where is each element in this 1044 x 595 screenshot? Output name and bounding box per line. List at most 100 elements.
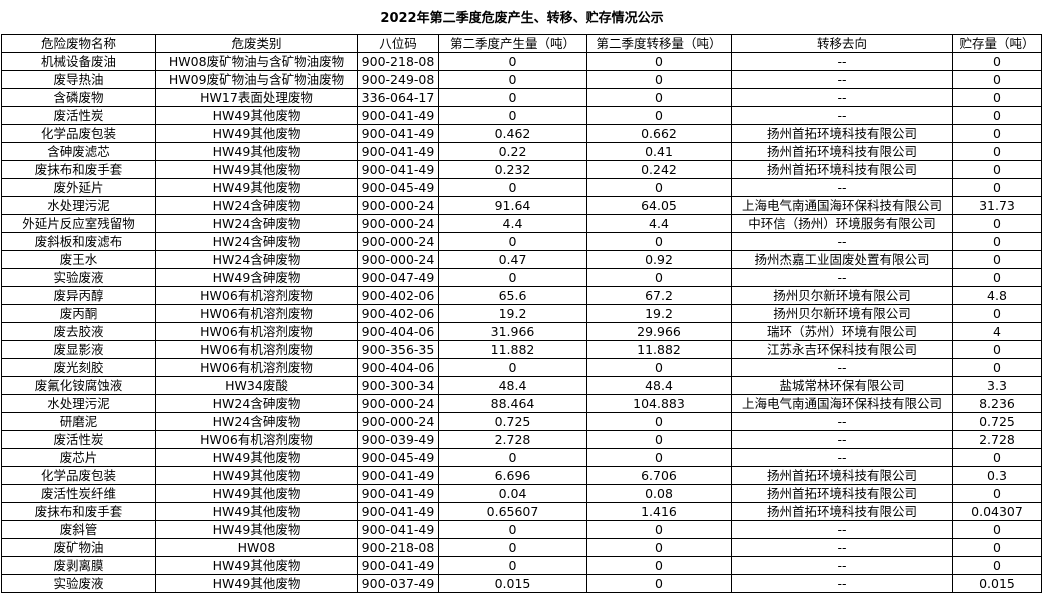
cell-q2-transferred: 4.4	[586, 214, 732, 233]
cell-q2-generated: 0	[438, 88, 587, 107]
cell-transfer-destination: 扬州贝尔新环境有限公司	[731, 304, 953, 323]
table-row: 废抹布和废手套 HW49其他废物 900-041-49 0.232 0.242 扬州首拓环…	[1, 160, 1042, 179]
cell-waste-category: HW49其他废物	[155, 520, 358, 539]
cell-q2-generated: 0	[438, 268, 587, 287]
cell-transfer-destination: --	[731, 412, 953, 431]
cell-q2-generated: 0	[438, 448, 587, 467]
cell-eight-digit-code: 900-041-49	[357, 124, 439, 143]
cell-eight-digit-code: 900-249-08	[357, 70, 439, 89]
cell-transfer-destination: 上海电气南通国海环保科技有限公司	[731, 196, 953, 215]
cell-transfer-destination: --	[731, 106, 953, 125]
cell-waste-category: HW24含砷废物	[155, 250, 358, 269]
cell-q2-transferred: 6.706	[586, 466, 732, 485]
table-row: 废斜管 HW49其他废物 900-041-49 0 0 -- 0	[1, 520, 1042, 539]
cell-q2-generated: 0.47	[438, 250, 587, 269]
cell-eight-digit-code: 900-000-24	[357, 250, 439, 269]
cell-transfer-destination: --	[731, 448, 953, 467]
cell-q2-generated: 0.725	[438, 412, 587, 431]
cell-waste-category: HW49其他废物	[155, 466, 358, 485]
cell-waste-category: HW34废酸	[155, 376, 358, 395]
table-row: 废丙酮 HW06有机溶剂废物 900-402-06 19.2 19.2 扬州贝尔新环境有限…	[1, 304, 1042, 323]
table-row: 废外延片 HW49其他废物 900-045-49 0 0 -- 0	[1, 178, 1042, 197]
cell-q2-generated: 0	[438, 106, 587, 125]
cell-q2-transferred: 0	[586, 556, 732, 575]
cell-transfer-destination: --	[731, 178, 953, 197]
cell-waste-category: HW24含砷废物	[155, 196, 358, 215]
cell-waste-name: 废丙酮	[1, 304, 156, 323]
cell-waste-name: 水处理污泥	[1, 394, 156, 413]
cell-eight-digit-code: 900-041-49	[357, 466, 439, 485]
column-header-q2-generated: 第二季度产生量（吨）	[438, 34, 587, 53]
cell-q2-generated: 0	[438, 70, 587, 89]
cell-transfer-destination: 扬州首拓环境科技有限公司	[731, 160, 953, 179]
cell-storage-amount: 2.728	[952, 430, 1042, 449]
cell-storage-amount: 0	[952, 52, 1042, 71]
cell-waste-category: HW49其他废物	[155, 574, 358, 593]
column-header-waste-name: 危险废物名称	[1, 34, 156, 53]
column-header-storage-amount: 贮存量（吨）	[952, 34, 1042, 53]
cell-eight-digit-code: 900-041-49	[357, 484, 439, 503]
cell-transfer-destination: --	[731, 574, 953, 593]
table-row: 水处理污泥 HW24含砷废物 900-000-24 91.64 64.05 上海电气南通国…	[1, 196, 1042, 215]
cell-eight-digit-code: 900-000-24	[357, 232, 439, 251]
cell-transfer-destination: 瑞环（苏州）环境有限公司	[731, 322, 953, 341]
cell-waste-name: 废芯片	[1, 448, 156, 467]
cell-q2-transferred: 0	[586, 538, 732, 557]
cell-waste-category: HW06有机溶剂废物	[155, 430, 358, 449]
table-row: 废剥离膜 HW49其他废物 900-041-49 0 0 -- 0	[1, 556, 1042, 575]
cell-eight-digit-code: 900-041-49	[357, 160, 439, 179]
cell-storage-amount: 0	[952, 250, 1042, 269]
cell-eight-digit-code: 900-041-49	[357, 520, 439, 539]
cell-transfer-destination: 中环信（扬州）环境服务有限公司	[731, 214, 953, 233]
table-row: 废导热油 HW09废矿物油与含矿物油废物 900-249-08 0 0 -- 0	[1, 70, 1042, 89]
cell-q2-generated: 0	[438, 520, 587, 539]
cell-waste-category: HW06有机溶剂废物	[155, 340, 358, 359]
cell-q2-transferred: 19.2	[586, 304, 732, 323]
table-row: 废活性炭 HW49其他废物 900-041-49 0 0 -- 0	[1, 106, 1042, 125]
cell-q2-transferred: 0	[586, 430, 732, 449]
cell-waste-category: HW49含砷废物	[155, 268, 358, 287]
cell-eight-digit-code: 900-041-49	[357, 106, 439, 125]
cell-waste-category: HW24含砷废物	[155, 412, 358, 431]
cell-waste-category: HW08废矿物油与含矿物油废物	[155, 52, 358, 71]
cell-storage-amount: 0	[952, 484, 1042, 503]
cell-eight-digit-code: 900-218-08	[357, 538, 439, 557]
cell-storage-amount: 0	[952, 142, 1042, 161]
cell-waste-category: HW17表面处理废物	[155, 88, 358, 107]
cell-storage-amount: 0	[952, 70, 1042, 89]
cell-q2-generated: 65.6	[438, 286, 587, 305]
cell-waste-name: 化学品废包装	[1, 466, 156, 485]
cell-q2-transferred: 0	[586, 358, 732, 377]
cell-eight-digit-code: 900-300-34	[357, 376, 439, 395]
table-row: 废异丙醇 HW06有机溶剂废物 900-402-06 65.6 67.2 扬州贝尔新环境有…	[1, 286, 1042, 305]
column-header-transfer-destination: 转移去向	[731, 34, 953, 53]
table-row: 外延片反应室残留物 HW24含砷废物 900-000-24 4.4 4.4 中环信（扬州）…	[1, 214, 1042, 233]
table-row: 水处理污泥 HW24含砷废物 900-000-24 88.464 104.883 上海电气…	[1, 394, 1042, 413]
cell-waste-category: HW49其他废物	[155, 124, 358, 143]
cell-eight-digit-code: 336-064-17	[357, 88, 439, 107]
cell-waste-category: HW06有机溶剂废物	[155, 286, 358, 305]
table-row: 废矿物油 HW08 900-218-08 0 0 -- 0	[1, 538, 1042, 557]
cell-waste-name: 废去胶液	[1, 322, 156, 341]
cell-storage-amount: 0	[952, 106, 1042, 125]
cell-storage-amount: 0	[952, 556, 1042, 575]
cell-transfer-destination: 扬州首拓环境科技有限公司	[731, 502, 953, 521]
cell-q2-generated: 0.015	[438, 574, 587, 593]
cell-waste-category: HW49其他废物	[155, 484, 358, 503]
cell-waste-name: 废光刻胶	[1, 358, 156, 377]
cell-transfer-destination: --	[731, 88, 953, 107]
cell-waste-name: 废氟化铵腐蚀液	[1, 376, 156, 395]
cell-waste-name: 废活性炭纤维	[1, 484, 156, 503]
cell-q2-transferred: 29.966	[586, 322, 732, 341]
cell-eight-digit-code: 900-037-49	[357, 574, 439, 593]
cell-transfer-destination: 扬州首拓环境科技有限公司	[731, 484, 953, 503]
cell-waste-name: 废矿物油	[1, 538, 156, 557]
cell-transfer-destination: --	[731, 538, 953, 557]
cell-eight-digit-code: 900-218-08	[357, 52, 439, 71]
cell-transfer-destination: 江苏永吉环保科技有限公司	[731, 340, 953, 359]
cell-q2-transferred: 0	[586, 178, 732, 197]
table-row: 废斜板和废滤布 HW24含砷废物 900-000-24 0 0 -- 0	[1, 232, 1042, 251]
cell-q2-transferred: 48.4	[586, 376, 732, 395]
cell-eight-digit-code: 900-356-35	[357, 340, 439, 359]
cell-q2-transferred: 0	[586, 88, 732, 107]
